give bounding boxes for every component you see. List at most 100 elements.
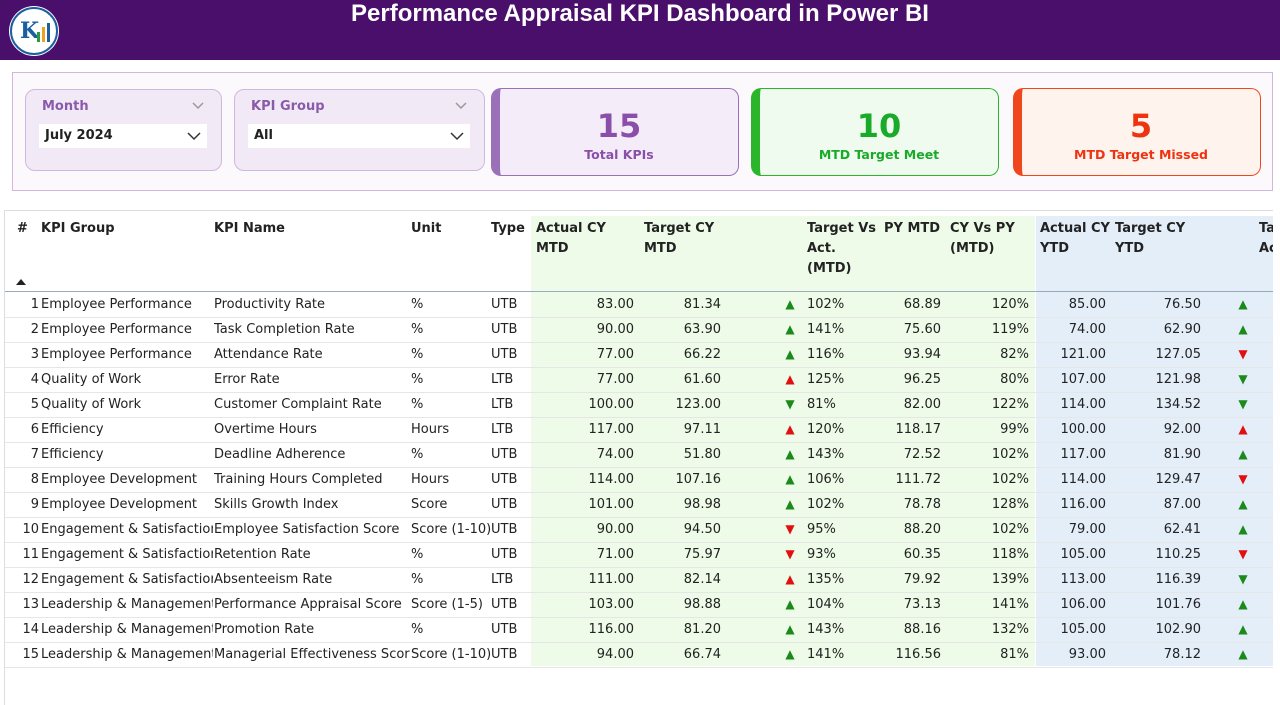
table-cell: 116.00 [588, 622, 635, 637]
card-value: 10 [856, 107, 902, 145]
table-cell: % [411, 447, 424, 462]
table-cell: 102% [807, 497, 845, 512]
table-cell: 5 [30, 397, 39, 412]
table-cell: 100.00 [1060, 422, 1107, 437]
table-cell: 119% [991, 322, 1029, 337]
table-cell: 121.00 [1060, 347, 1107, 362]
table-cell: 143% [807, 622, 845, 637]
table-cell: 114.00 [588, 472, 635, 487]
row-divider [5, 567, 1273, 568]
table-cell: 102% [807, 297, 845, 312]
trend-icon: ▲ [1238, 622, 1248, 636]
table-cell: 11 [22, 547, 39, 562]
trend-icon: ▲ [785, 597, 795, 611]
row-divider [5, 517, 1273, 518]
table-cell: Employee Development [41, 497, 198, 512]
column-header: CY Vs PY (MTD) [950, 221, 1015, 256]
table-cell: 127.05 [1155, 347, 1202, 362]
table-cell: Performance Appraisal Score [214, 597, 402, 612]
table-cell: 68.89 [903, 297, 941, 312]
table-cell: 102% [991, 447, 1029, 462]
chevron [187, 132, 201, 141]
table-cell: 81.20 [683, 622, 721, 637]
table-cell: Efficiency [41, 422, 104, 437]
logo-icon: K [10, 7, 58, 55]
table-cell: 114.00 [1060, 472, 1107, 487]
table-cell: 120% [991, 297, 1029, 312]
table-cell: 14 [22, 622, 39, 637]
table-cell: 101.76 [1155, 597, 1202, 612]
slicer-label: KPI Group [251, 99, 325, 114]
table-cell: 87.00 [1163, 497, 1201, 512]
trend-icon: ▼ [1238, 472, 1248, 486]
table-cell: 116.39 [1155, 572, 1202, 587]
table-cell: LTB [491, 422, 514, 437]
table-cell: 94.00 [596, 647, 634, 662]
table-cell: 106% [807, 472, 845, 487]
trend-icon: ▲ [785, 497, 795, 511]
table-cell: 92.00 [1163, 422, 1201, 437]
table-cell: 107.16 [675, 472, 722, 487]
table-cell: 110.25 [1155, 547, 1202, 562]
table-cell: 79.00 [1068, 522, 1106, 537]
chevron [455, 102, 467, 110]
table-cell: Quality of Work [41, 372, 142, 387]
trend-icon: ▲ [1238, 297, 1248, 311]
table-cell: 122% [991, 397, 1029, 412]
sort-indicator[interactable] [16, 279, 26, 285]
table-cell: 7 [30, 447, 39, 462]
table-cell: LTB [491, 372, 514, 387]
table-cell: % [411, 297, 424, 312]
month-slicer[interactable]: Month July 2024 [25, 89, 222, 171]
table-cell: 107.00 [1060, 372, 1107, 387]
table-cell: 139% [991, 572, 1029, 587]
table-cell: UTB [491, 647, 518, 662]
table-cell: % [411, 547, 424, 562]
table-cell: 116% [807, 347, 845, 362]
chevron [192, 102, 204, 110]
table-cell: 95% [807, 522, 836, 537]
table-cell: 116.00 [1060, 497, 1107, 512]
table-cell: UTB [491, 472, 518, 487]
table-cell: 117.00 [1060, 447, 1107, 462]
kpi-card: 10 MTD Target Meet [751, 88, 999, 176]
table-cell: 101.00 [588, 497, 635, 512]
slicer-dropdown[interactable]: July 2024 [39, 124, 207, 148]
trend-icon: ▲ [785, 347, 795, 361]
row-divider [5, 417, 1273, 418]
table-cell: 81% [807, 397, 836, 412]
row-divider [5, 542, 1273, 543]
table-cell: Engagement & Satisfaction [41, 547, 213, 562]
table-cell: 88.20 [903, 522, 941, 537]
table-cell: Task Completion Rate [214, 322, 355, 337]
trend-icon: ▼ [1238, 372, 1248, 386]
kpi-group-slicer[interactable]: KPI Group All [234, 89, 485, 171]
table-cell: Attendance Rate [214, 347, 323, 362]
row-divider [5, 492, 1273, 493]
table-cell: Training Hours Completed [214, 472, 383, 487]
row-divider [5, 442, 1273, 443]
table-cell: 81.34 [683, 297, 721, 312]
table-cell: 98.88 [683, 597, 721, 612]
table-cell: 104% [807, 597, 845, 612]
table-cell: % [411, 397, 424, 412]
table-cell: 80% [1000, 372, 1029, 387]
table-cell: 62.41 [1163, 522, 1201, 537]
table-cell: 79.92 [903, 572, 941, 587]
table-cell: 71.00 [596, 547, 634, 562]
table-cell: 75.97 [683, 547, 721, 562]
table-cell: 72.52 [903, 447, 941, 462]
trend-icon: ▼ [1238, 397, 1248, 411]
table-cell: 116.56 [895, 647, 942, 662]
slicer-dropdown[interactable]: All [248, 124, 470, 148]
svg-text:K: K [20, 18, 40, 44]
table-cell: Managerial Effectiveness Score [214, 647, 410, 662]
table-cell: Employee Performance [41, 347, 192, 362]
column-header: Unit [411, 221, 442, 236]
slicer-label: Month [42, 99, 89, 114]
table-cell: 129.47 [1155, 472, 1202, 487]
table-cell: 62.90 [1163, 322, 1201, 337]
header-rule [5, 291, 1273, 292]
table-cell: 61.60 [683, 372, 721, 387]
column-header: # [17, 221, 28, 236]
